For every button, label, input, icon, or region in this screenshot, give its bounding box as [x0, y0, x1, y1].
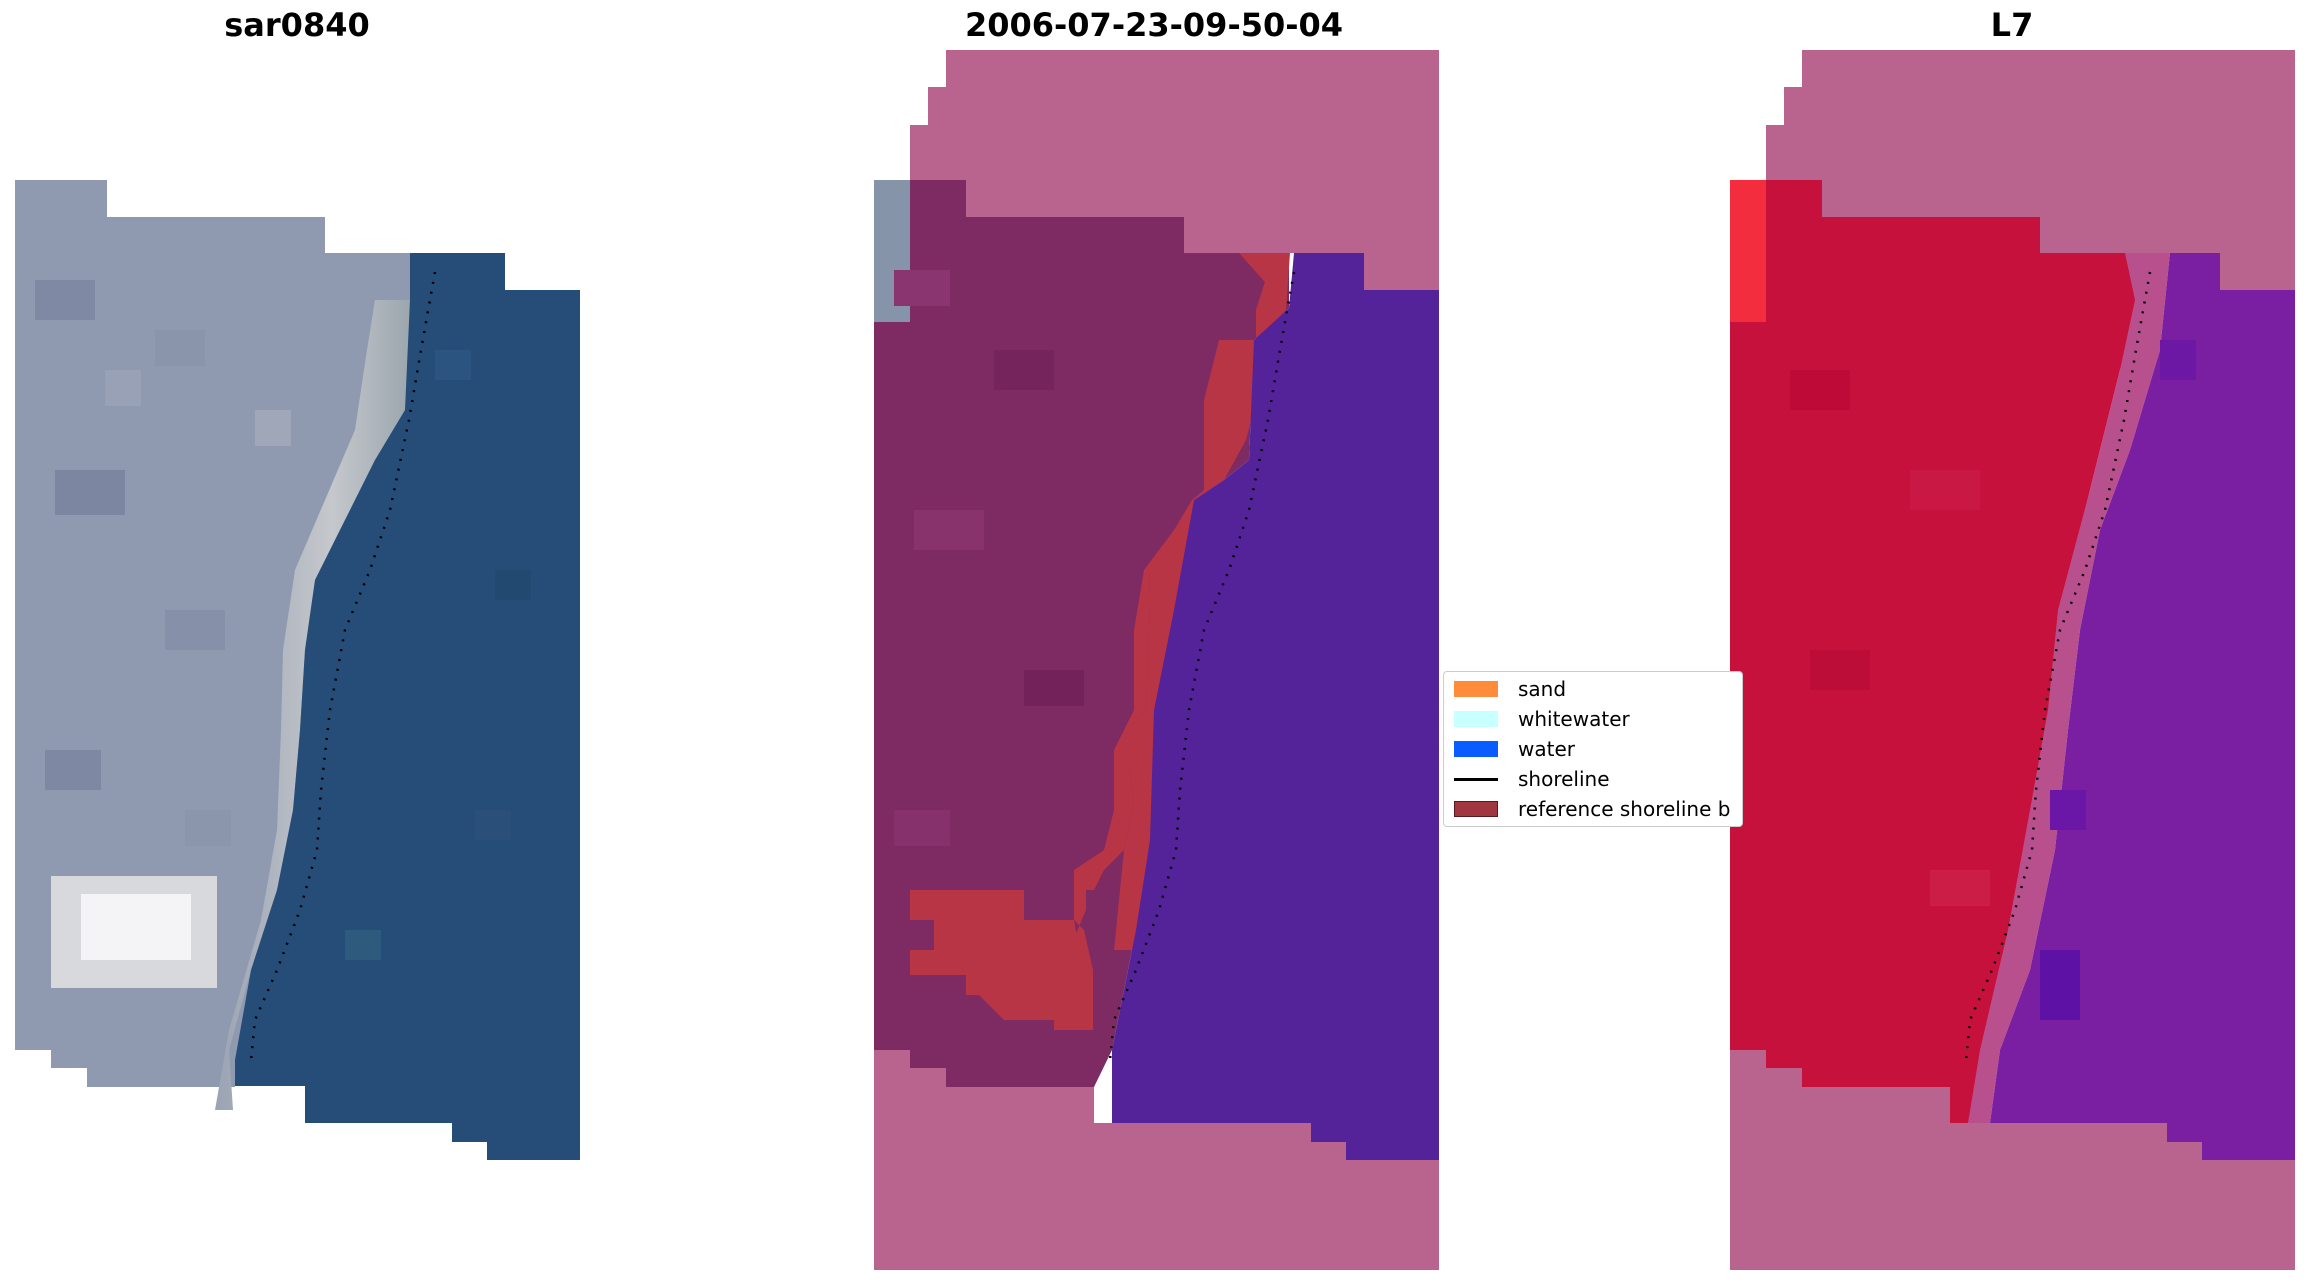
bright-red-corner: [1730, 180, 1766, 322]
bottom-mask: [874, 1050, 1439, 1270]
top-mask: [1766, 50, 2295, 290]
panel-title-classified: 2006-07-23-09-50-04: [964, 6, 1344, 44]
legend-item-sand: sand: [1454, 674, 1566, 704]
beach-strip: [215, 300, 410, 1110]
legend-item-reference-buffer: reference shoreline b: [1454, 794, 1730, 824]
legend-label-shoreline: shoreline: [1518, 767, 1610, 791]
shoreline-line: [1964, 271, 2152, 1061]
whitewater-swatch: [1454, 711, 1498, 727]
legend: sand whitewater water shoreline referenc…: [1443, 671, 1743, 827]
water-class: [1112, 253, 1439, 1160]
mndwi-image-panel: [1730, 50, 2295, 1270]
legend-label-sand: sand: [1518, 677, 1567, 701]
land-class: [874, 180, 1289, 1087]
water-index: [1990, 253, 2295, 1160]
classified-image-panel: [874, 50, 1439, 1270]
shoreline-line: [249, 271, 437, 1061]
legend-item-whitewater: whitewater: [1454, 704, 1630, 734]
shoreline-line: [1108, 271, 1296, 1061]
reference-buffer-swatch: [1454, 801, 1498, 817]
water-swatch: [1454, 741, 1498, 757]
rgb-image-panel: [15, 50, 580, 1170]
legend-label-whitewater: whitewater: [1518, 707, 1630, 731]
classified-image: [874, 50, 1439, 1270]
panel-title-rgb: sar0840: [224, 6, 370, 44]
bottom-mask: [1730, 1050, 2295, 1270]
sea-area: [235, 253, 580, 1160]
top-mask: [910, 50, 1439, 290]
transition-zone: [1968, 253, 2170, 1123]
mndwi-image: [1730, 50, 2295, 1270]
panel-title-mndwi: L7: [1990, 6, 2034, 44]
legend-item-shoreline: shoreline: [1454, 764, 1610, 794]
sand-swatch: [1454, 681, 1498, 697]
legend-label-reference-buffer: reference shoreline b: [1518, 797, 1731, 821]
legend-label-water: water: [1518, 737, 1575, 761]
legend-item-water: water: [1454, 734, 1575, 764]
land-index: [1730, 180, 2145, 1123]
rgb-image: [15, 180, 580, 1160]
shoreline-line-swatch: [1454, 777, 1498, 781]
